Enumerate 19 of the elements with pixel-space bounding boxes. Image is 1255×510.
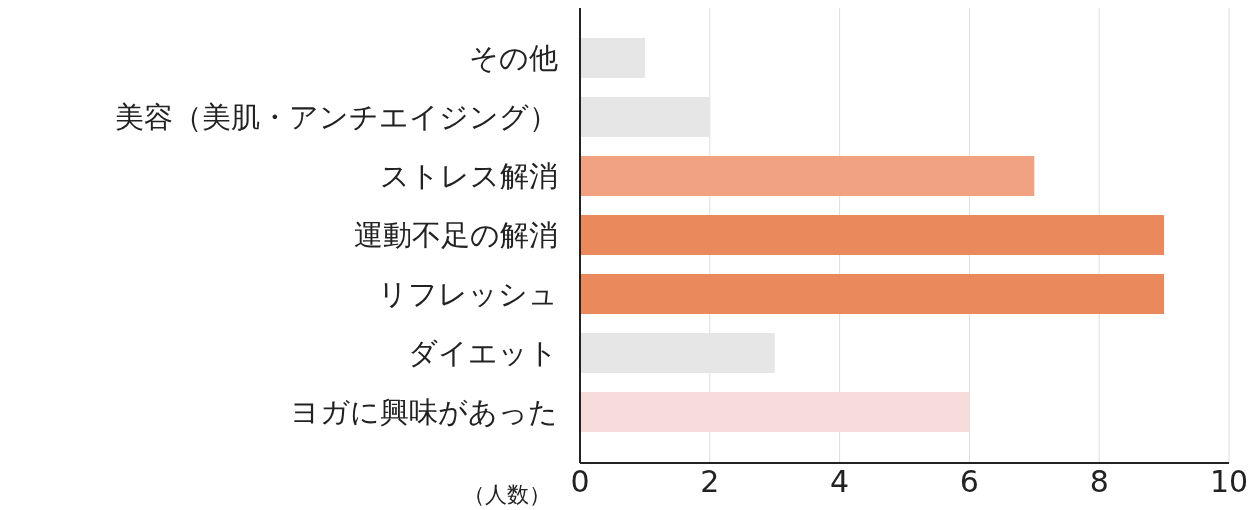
- x-tick-label: 4: [830, 464, 850, 500]
- y-tick-label: 運動不足の解消: [354, 217, 558, 252]
- bar: [580, 156, 1035, 196]
- x-tick-label: 2: [700, 464, 720, 500]
- bar: [580, 215, 1165, 255]
- x-axis-title: （人数）: [463, 481, 551, 509]
- y-tick-label: ダイエット: [408, 335, 558, 370]
- bar: [580, 274, 1165, 314]
- x-tick-label: 10: [1209, 464, 1249, 500]
- x-tick-label: 8: [1089, 464, 1109, 500]
- y-tick-label: その他: [469, 40, 558, 75]
- x-tick-label: 6: [959, 464, 979, 500]
- y-tick-label: 美容（美肌・アンチエイジング）: [115, 99, 558, 134]
- bar: [580, 38, 645, 78]
- bar: [580, 392, 970, 432]
- y-tick-label: ストレス解消: [380, 158, 558, 193]
- y-tick-label: ヨガに興味があった: [290, 394, 558, 429]
- y-tick-label: リフレッシュ: [378, 276, 558, 311]
- x-tick-label: 0: [570, 464, 590, 500]
